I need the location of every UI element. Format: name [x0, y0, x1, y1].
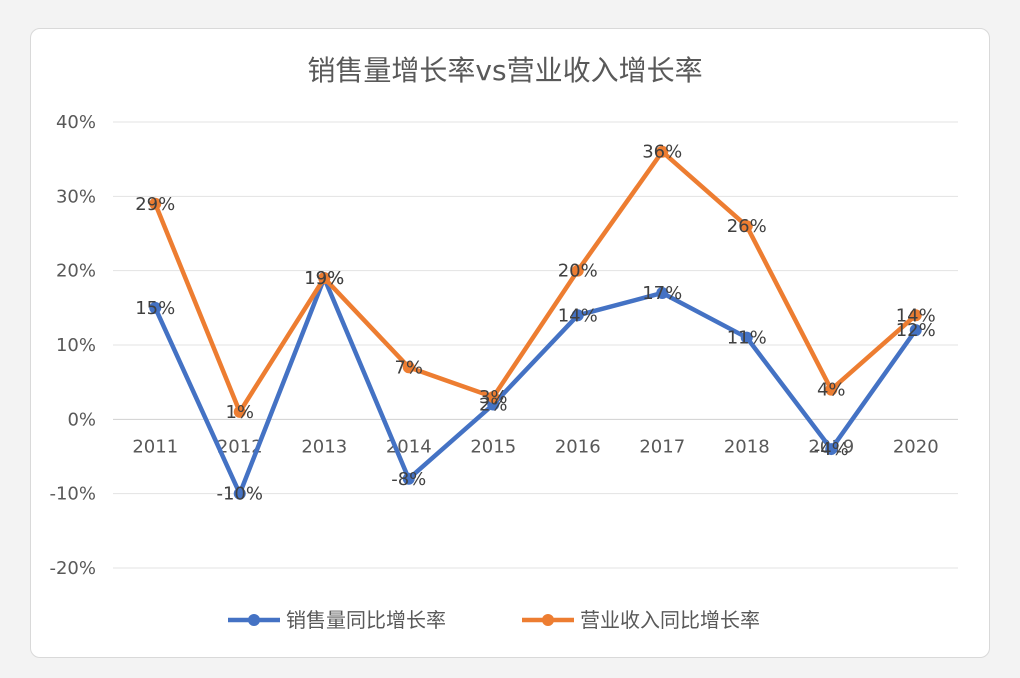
data-label: 12% — [896, 320, 936, 341]
y-tick-label: -20% — [49, 558, 96, 579]
chart-title: 销售量增长率vs营业收入增长率 — [307, 54, 702, 87]
data-point — [571, 309, 584, 322]
legend-marker — [542, 614, 554, 626]
data-point — [233, 487, 246, 500]
data-point — [402, 472, 415, 485]
data-label: 4% — [817, 380, 846, 401]
data-label: -10% — [216, 484, 263, 505]
series-lines: 15%-10%19%-8%2%14%17%11%-4%12%29%1%19%7%… — [135, 142, 936, 505]
data-label: 2% — [479, 394, 508, 415]
data-point — [487, 391, 500, 404]
legend-label: 销售量同比增长率 — [286, 608, 446, 632]
data-point — [825, 443, 838, 456]
data-label: 15% — [135, 298, 175, 319]
data-point — [149, 301, 162, 314]
data-point — [740, 331, 753, 344]
data-label: 3% — [479, 387, 508, 408]
gridlines — [113, 121, 958, 569]
data-point — [909, 324, 922, 337]
y-tick-label: 40% — [56, 112, 96, 133]
x-tick-label: 2020 — [893, 436, 939, 457]
data-point — [149, 197, 162, 210]
series-1 — [149, 272, 922, 500]
x-tick-label: 2016 — [555, 436, 601, 457]
legend-item: 销售量同比增长率 — [228, 608, 446, 632]
y-tick-label: 0% — [67, 409, 96, 430]
series-2 — [149, 145, 922, 418]
data-label: 1% — [225, 402, 254, 423]
data-labels-series-1: 15% -10% 19% -8% 2% 14% 17% 11% -4% 12% — [135, 268, 936, 505]
x-tick-label: 2011 — [132, 436, 178, 457]
data-label: 26% — [727, 216, 767, 237]
data-label: 17% — [642, 283, 682, 304]
data-labels-series-2: 29% 1% 19% 7% 3% 20% 36% 26% 4% 14% — [135, 142, 936, 423]
x-tick-label: 2015 — [470, 436, 516, 457]
legend-item: 营业收入同比增长率 — [522, 608, 760, 632]
y-tick-label: 20% — [56, 261, 96, 282]
y-tick-label: -10% — [49, 484, 96, 505]
series-line — [153, 275, 918, 496]
data-point — [909, 309, 922, 322]
data-label: 19% — [304, 268, 344, 289]
data-point — [740, 220, 753, 233]
data-point — [825, 383, 838, 396]
data-label: 36% — [642, 142, 682, 163]
y-tick-label: 30% — [56, 186, 96, 207]
x-tick-label: 2017 — [639, 436, 685, 457]
data-label: 20% — [558, 261, 598, 282]
chart-card — [30, 28, 990, 658]
legend-label: 营业收入同比增长率 — [580, 608, 760, 632]
x-tick-label: 2013 — [301, 436, 347, 457]
data-point — [656, 145, 669, 158]
data-point — [402, 361, 415, 374]
y-axis-ticks: 40% 30% 20% 10% 0% -10% -20% — [49, 112, 96, 579]
data-label: 7% — [394, 357, 423, 378]
legend-marker — [248, 614, 260, 626]
data-point — [318, 272, 331, 285]
y-tick-label: 10% — [56, 335, 96, 356]
data-label: 29% — [135, 194, 175, 215]
data-label: 14% — [558, 305, 598, 326]
data-label: -8% — [391, 469, 426, 490]
series-line — [153, 149, 918, 415]
data-point — [571, 264, 584, 277]
x-tick-label: 2018 — [724, 436, 770, 457]
legend: 销售量同比增长率 营业收入同比增长率 — [228, 608, 760, 632]
data-label: 19% — [304, 268, 344, 289]
data-label: 14% — [896, 305, 936, 326]
data-point — [233, 405, 246, 418]
data-point — [656, 286, 669, 299]
x-tick-label: 2012 — [217, 436, 263, 457]
data-label: -4% — [814, 439, 849, 460]
data-label: 11% — [727, 328, 767, 349]
